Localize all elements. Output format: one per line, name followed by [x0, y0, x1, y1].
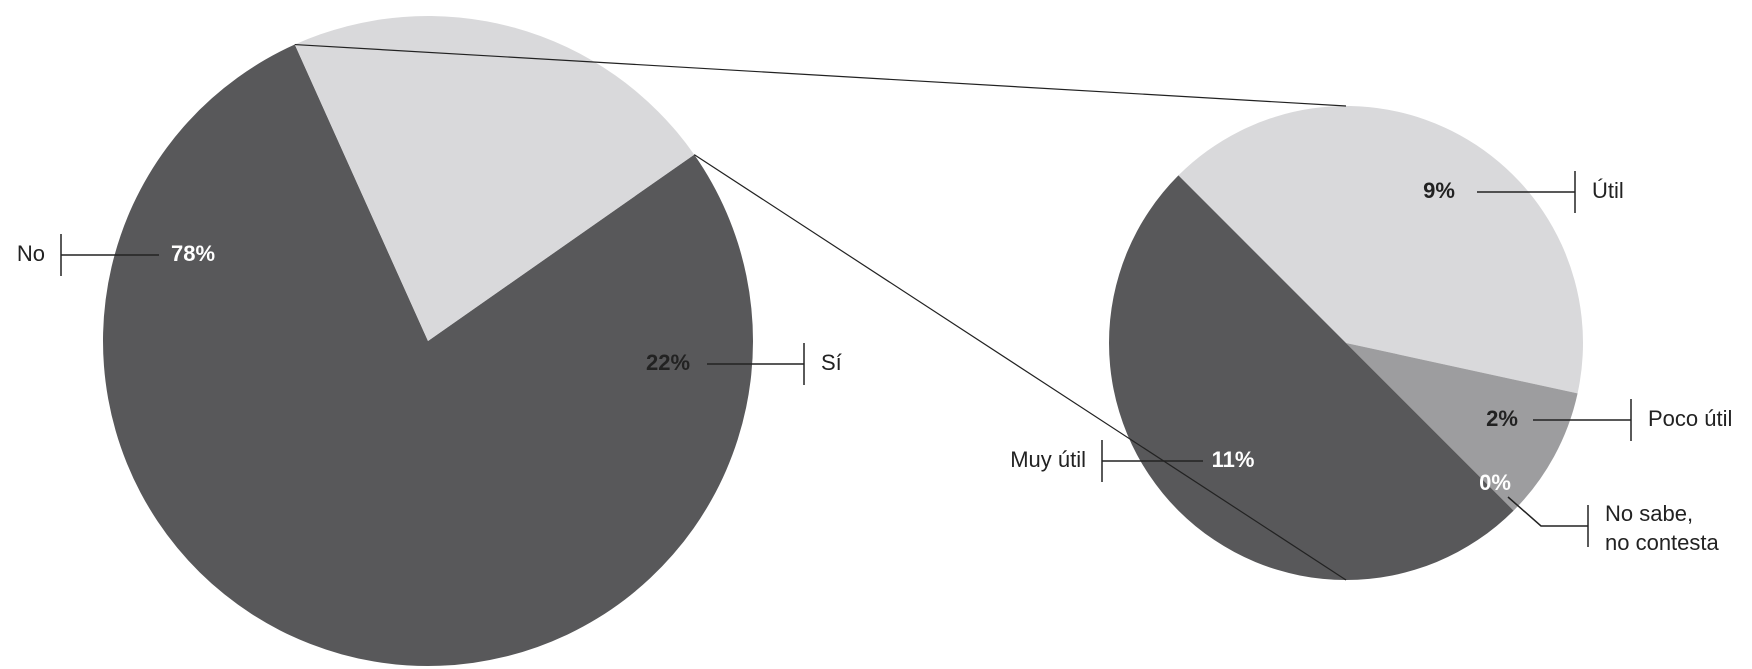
category-label: Útil: [1592, 178, 1624, 203]
category-label: Poco útil: [1648, 406, 1732, 431]
connector-line: [294, 43, 1347, 107]
value-label: 9%: [1423, 178, 1455, 203]
value-label: 2%: [1486, 406, 1518, 431]
pie-slice: [1109, 175, 1514, 580]
category-label-line: No sabe,: [1605, 501, 1699, 526]
value-label: 11%: [1212, 447, 1255, 472]
leader-line: [1507, 496, 1588, 527]
category-label: No: [17, 241, 45, 266]
value-label: 78%: [171, 241, 215, 266]
value-label: 22%: [646, 350, 690, 375]
category-label: Sí: [821, 350, 842, 375]
category-label-line: no contesta: [1605, 530, 1720, 555]
pie-slice: [1346, 343, 1578, 511]
connector-line: [693, 154, 1347, 581]
value-label: 0%: [1479, 470, 1511, 495]
pie-slice: [294, 16, 695, 342]
pie-slice: [103, 44, 754, 667]
category-label: Muy útil: [1010, 447, 1086, 472]
pie-slice: [1178, 105, 1583, 394]
category-label: No sabe, no contesta: [1605, 501, 1720, 555]
